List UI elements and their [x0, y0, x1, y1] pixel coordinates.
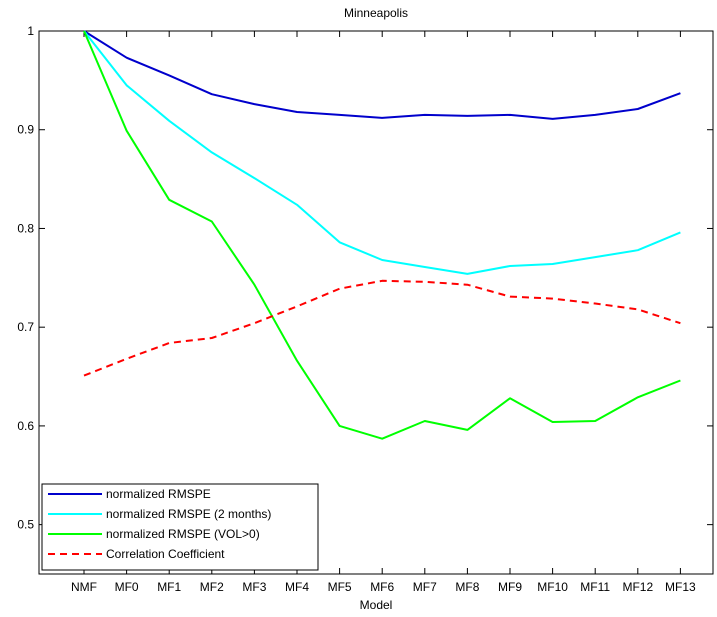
x-tick-label: MF12 — [622, 580, 653, 594]
x-tick-label: MF10 — [537, 580, 568, 594]
y-tick-label: 0.7 — [17, 320, 34, 334]
x-tick-label: MF5 — [328, 580, 352, 594]
legend-label-1: normalized RMSPE — [106, 487, 211, 501]
legend-label-2: normalized RMSPE (2 months) — [106, 507, 271, 521]
x-tick-label: MF9 — [498, 580, 522, 594]
series-lines — [83, 30, 681, 440]
x-tick-label: MF3 — [242, 580, 266, 594]
series-line-2 — [83, 30, 681, 275]
x-tick-label: MF0 — [115, 580, 139, 594]
x-axis: NMF MF0 MF1 MF2 MF3 MF4 MF5 MF6 MF7 MF8 MF9 MF10 MF1… — [71, 31, 696, 594]
y-tick-label: 0.6 — [17, 419, 34, 433]
y-tick-label: 0.5 — [17, 518, 34, 532]
legend-label-4: Correlation Coefficient — [106, 547, 225, 561]
x-tick-label: MF4 — [285, 580, 309, 594]
x-tick-label: NMF — [71, 580, 97, 594]
x-tick-label: MF1 — [157, 580, 181, 594]
legend-box — [41, 483, 319, 571]
x-axis-label: Model — [360, 598, 393, 612]
y-axis: 0.5 0.6 0.7 0.8 0.9 1 — [17, 24, 713, 532]
x-tick-label: MF6 — [370, 580, 394, 594]
x-tick-label: MF8 — [455, 580, 479, 594]
x-tick-label: MF2 — [200, 580, 224, 594]
series-line-4 — [83, 279, 681, 377]
legend: normalized RMSPE normalized RMSPE (2 mont… — [41, 483, 319, 571]
chart-title: Minneapolis — [344, 6, 408, 20]
series-line-1 — [83, 30, 681, 120]
y-tick-label: 0.9 — [17, 123, 34, 137]
x-tick-label: MF7 — [413, 580, 437, 594]
y-tick-label: 0.8 — [17, 221, 34, 235]
y-tick-label: 1 — [27, 24, 34, 38]
x-tick-label: MF13 — [665, 580, 696, 594]
x-tick-label: MF11 — [580, 580, 610, 594]
legend-label-3: normalized RMSPE (VOL>0) — [106, 527, 260, 541]
series-line-3 — [83, 30, 681, 440]
